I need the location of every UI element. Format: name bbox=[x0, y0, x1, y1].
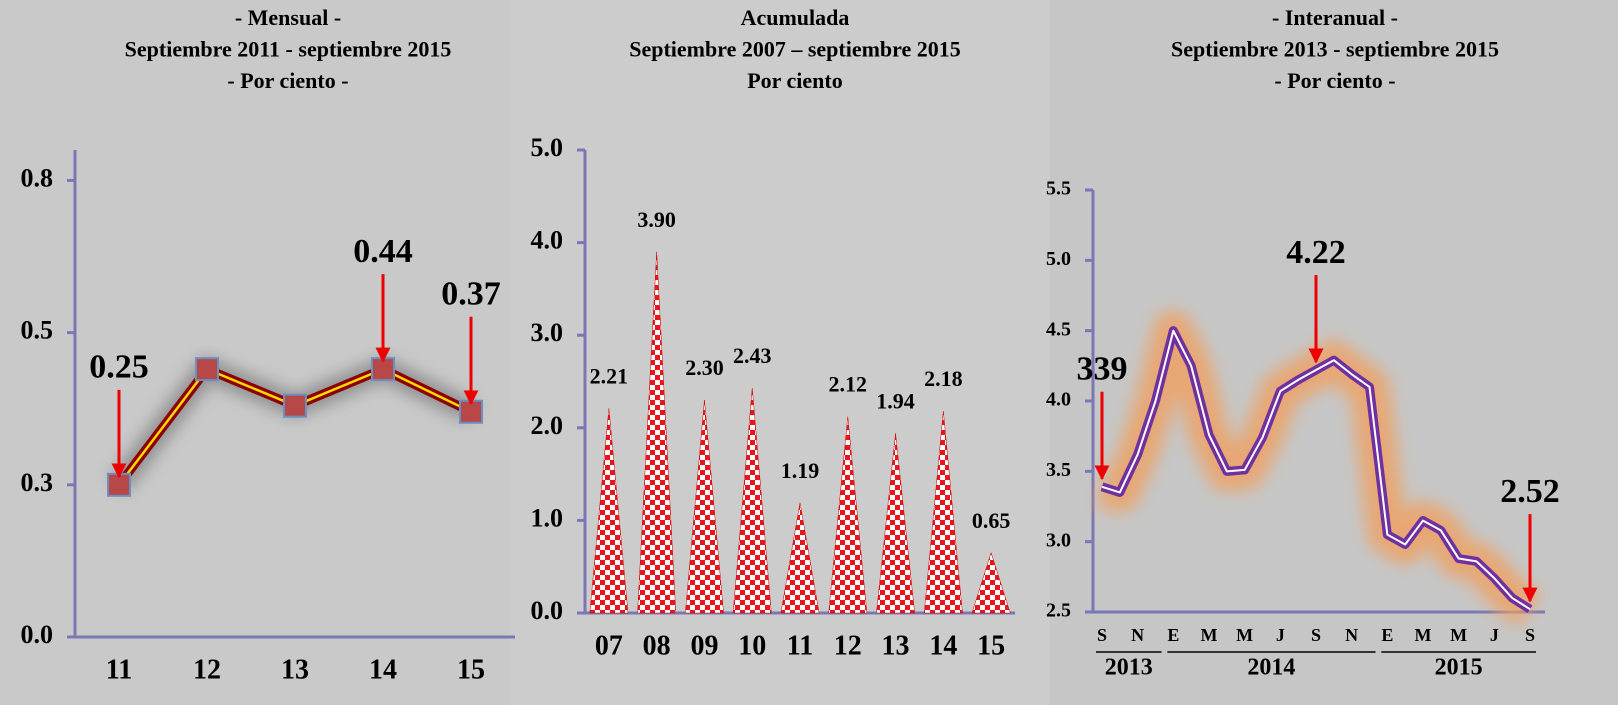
x-tick-label: E bbox=[1381, 625, 1393, 645]
x-tick-label: M bbox=[1236, 625, 1253, 645]
y-tick-label: 3.5 bbox=[1046, 459, 1071, 481]
chart-unit: Por ciento bbox=[747, 68, 843, 93]
y-tick-label: 0.0 bbox=[21, 620, 54, 649]
x-tick-label: M bbox=[1450, 625, 1467, 645]
value-label: 3.90 bbox=[637, 207, 676, 232]
x-tick-label: E bbox=[1167, 625, 1179, 645]
panel-bg bbox=[0, 0, 510, 705]
x-tick-label: S bbox=[1525, 625, 1535, 645]
x-tick-label: 12 bbox=[834, 630, 862, 661]
x-tick-label: N bbox=[1345, 625, 1358, 645]
x-tick-label: M bbox=[1201, 625, 1218, 645]
y-tick-label: 0.8 bbox=[21, 163, 54, 192]
x-tick-label: N bbox=[1131, 625, 1144, 645]
value-label: 2.21 bbox=[590, 363, 629, 388]
y-tick-label: 4.0 bbox=[531, 226, 564, 255]
cone bbox=[923, 411, 963, 614]
marker bbox=[459, 399, 483, 424]
x-tick-label: 13 bbox=[882, 630, 910, 661]
cone bbox=[971, 551, 1011, 614]
y-tick-label: 0.5 bbox=[21, 316, 54, 345]
chart-unit: - Por ciento - bbox=[1274, 68, 1395, 93]
marker bbox=[283, 393, 307, 418]
x-tick-label: 11 bbox=[787, 630, 813, 661]
x-tick-label: 12 bbox=[193, 654, 221, 685]
x-tick-label: 13 bbox=[281, 654, 309, 685]
x-tick-label: S bbox=[1311, 625, 1321, 645]
line-core bbox=[1101, 329, 1531, 611]
x-tick-label: 07 bbox=[595, 630, 623, 661]
value-label: 2.12 bbox=[829, 372, 868, 397]
value-label: 0.44 bbox=[353, 233, 413, 270]
marker bbox=[107, 472, 131, 497]
y-tick-label: 2.5 bbox=[1046, 600, 1071, 622]
value-label: 0.65 bbox=[972, 508, 1011, 533]
x-tick-label: J bbox=[1490, 625, 1499, 645]
x-tick-label: 08 bbox=[643, 630, 671, 661]
x-tick-label: 11 bbox=[106, 654, 132, 685]
x-tick-label: J bbox=[1276, 625, 1285, 645]
chart-subtitle: Septiembre 2007 – septiembre 2015 bbox=[629, 37, 961, 62]
year-label: 2014 bbox=[1247, 655, 1295, 681]
y-tick-label: 3.0 bbox=[1046, 529, 1071, 551]
value-label: 1.19 bbox=[781, 458, 820, 483]
chart-unit: - Por ciento - bbox=[227, 68, 348, 93]
y-tick-label: 5.5 bbox=[1046, 178, 1071, 200]
cone bbox=[780, 502, 820, 614]
value-label: 2.52 bbox=[1500, 473, 1560, 510]
x-tick-label: 14 bbox=[929, 630, 957, 661]
value-label: 0.25 bbox=[89, 349, 149, 386]
x-tick-label: 15 bbox=[977, 630, 1005, 661]
chart-title: Acumulada bbox=[741, 5, 850, 30]
chart-title: - Interanual - bbox=[1272, 5, 1398, 30]
y-tick-label: 3.0 bbox=[531, 318, 564, 347]
cone bbox=[828, 416, 868, 614]
value-label: 4.22 bbox=[1286, 234, 1346, 271]
year-label: 2013 bbox=[1105, 655, 1153, 681]
y-tick-label: 4.0 bbox=[1046, 389, 1071, 411]
chart-title: - Mensual - bbox=[235, 5, 341, 30]
marker bbox=[195, 357, 219, 382]
value-label: 1.94 bbox=[876, 388, 915, 413]
x-tick-label: 10 bbox=[738, 630, 766, 661]
cone bbox=[732, 387, 772, 614]
marker bbox=[371, 357, 395, 382]
year-label: 2015 bbox=[1435, 655, 1483, 681]
x-tick-label: 09 bbox=[690, 630, 718, 661]
x-tick-label: M bbox=[1415, 625, 1432, 645]
cone bbox=[876, 433, 915, 614]
y-tick-label: 0.3 bbox=[21, 468, 54, 497]
y-tick-label: 1.0 bbox=[531, 503, 564, 532]
y-tick-label: 0.0 bbox=[531, 596, 564, 625]
value-label: 0.37 bbox=[441, 276, 501, 313]
cone bbox=[685, 399, 724, 614]
y-tick-label: 5.0 bbox=[531, 133, 564, 162]
x-tick-label: 14 bbox=[369, 654, 397, 685]
y-tick-label: 5.0 bbox=[1046, 248, 1071, 270]
y-tick-label: 2.0 bbox=[531, 411, 564, 440]
value-label: 2.30 bbox=[685, 355, 724, 380]
chart-subtitle: Septiembre 2011 - septiembre 2015 bbox=[125, 37, 452, 62]
chart-subtitle: Septiembre 2013 - septiembre 2015 bbox=[1171, 37, 1499, 62]
value-label: 2.43 bbox=[733, 343, 772, 368]
y-tick-label: 4.5 bbox=[1046, 318, 1071, 340]
x-tick-label: S bbox=[1097, 625, 1107, 645]
value-label: 2.18 bbox=[924, 366, 963, 391]
value-label: 339 bbox=[1077, 351, 1128, 388]
x-tick-label: 15 bbox=[457, 654, 485, 685]
cone bbox=[589, 408, 629, 614]
cone bbox=[637, 251, 677, 614]
